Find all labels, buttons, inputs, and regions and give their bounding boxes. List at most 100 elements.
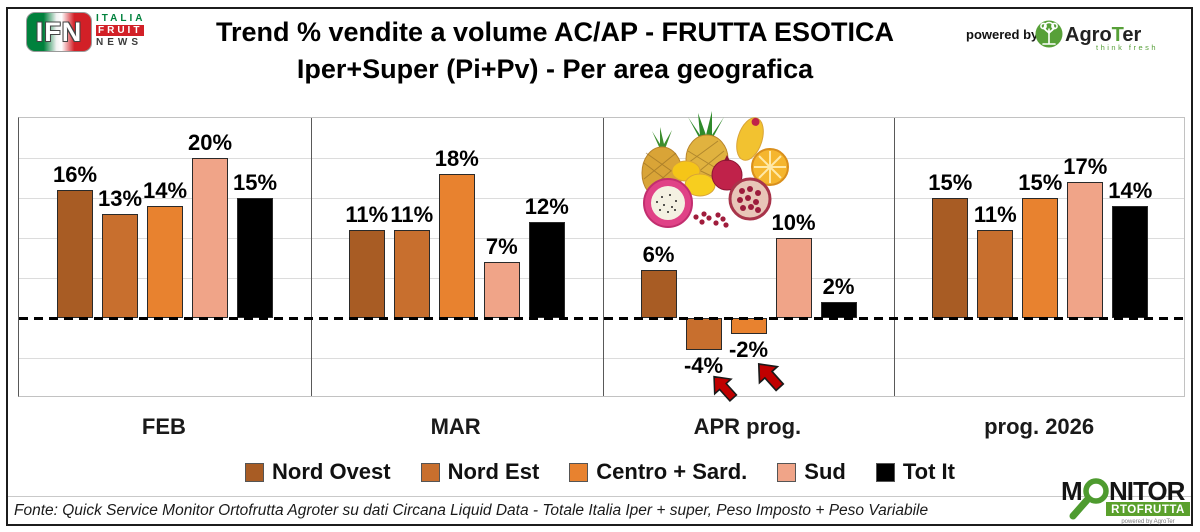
legend-swatch-icon [420, 462, 440, 482]
legend-item-sud: Sud [777, 459, 846, 485]
legend-item-nord-est: Nord Est [420, 459, 540, 485]
legend-label: Tot It [902, 459, 955, 484]
bar-value-label: 11% [973, 202, 1017, 227]
bar-value-label: 18% [434, 146, 479, 171]
source-note: Fonte: Quick Service Monitor Ortofrutta … [14, 502, 929, 519]
bar-nord-ovest [57, 190, 93, 318]
category-axis: FEB MAR APR prog. prog. 2026 [18, 414, 1185, 444]
bar-centro-sard- [147, 206, 183, 318]
legend-label: Centro + Sard. [596, 459, 748, 484]
agroter-logo: AgroTer think fresh [1034, 16, 1164, 59]
pomegranate-seeds-icon [693, 211, 729, 228]
pomegranate-half-icon [728, 177, 772, 221]
bar-value-label: 15% [928, 170, 973, 195]
bar-value-label: 12% [524, 194, 569, 219]
bar-value-label: 11% [390, 202, 434, 227]
monitor-ortofrutta-logo: M NITOR RTOFRUTTA powered by AgroTer [1060, 476, 1192, 532]
bar-nord-ovest [348, 230, 385, 318]
legend-label: Sud [804, 459, 846, 484]
legend-swatch-icon [777, 462, 797, 482]
ifn-word-news: NEWS [96, 37, 142, 48]
bar-value-label: 6% [642, 242, 675, 267]
monitor-logo-icon: M NITOR RTOFRUTTA powered by AgroTer [1061, 476, 1190, 525]
bar-nord-ovest [932, 198, 969, 318]
agroter-name-accent: T [1112, 24, 1124, 46]
bar-value-label: 16% [52, 162, 98, 187]
zero-baseline [19, 317, 1184, 320]
red-arrow-up-left-icon [713, 375, 738, 402]
panel-apr-prog- [602, 118, 895, 396]
monitor-text-nitor: NITOR [1109, 477, 1186, 506]
category-label-mar: MAR [430, 414, 481, 439]
legend-label: Nord Est [447, 459, 540, 484]
gridline [19, 198, 1184, 199]
ifn-word-fruit: FRUIT [96, 25, 145, 36]
ifn-wordmark: ITALIA FRUIT NEWS [96, 12, 145, 48]
bar-value-label: 15% [1018, 170, 1063, 195]
bar-sud [483, 262, 520, 318]
bar-tot-it [820, 302, 857, 318]
bar-value-label: 7% [485, 234, 518, 259]
bar-centro-sard- [1022, 198, 1059, 318]
ifn-badge-icon: IFN [26, 12, 92, 52]
bar-nord-est [685, 318, 722, 350]
monitor-text-m: M [1061, 477, 1083, 506]
pomegranate-icon [711, 155, 743, 191]
gridline [19, 278, 1184, 279]
monitor-powered-by: powered by AgroTer [1121, 519, 1174, 525]
legend-swatch-icon [569, 462, 589, 482]
legend-swatch-icon [875, 462, 895, 482]
bar-value-label: 15% [232, 170, 278, 195]
bar-nord-est [393, 230, 430, 318]
chart-title-line1: Trend % vendite a volume AC/AP - FRUTTA … [215, 17, 895, 47]
ifn-logo: IFN ITALIA FRUIT NEWS [26, 12, 145, 52]
monitor-text-ortofrutta: RTOFRUTTA [1111, 504, 1185, 516]
bar-nord-ovest [640, 270, 677, 318]
bar-nord-est [102, 214, 138, 318]
exotic-fruits-image [630, 111, 792, 242]
legend-item-tot-it: Tot It [875, 459, 955, 485]
legend-item-centro-sard-: Centro + Sard. [569, 459, 747, 485]
bar-value-label: 11% [345, 202, 389, 227]
panel-prog-2026 [894, 118, 1186, 396]
legend: Nord Ovest Nord Est Centro + Sard. Sud Tot I… [0, 459, 1200, 485]
chart-title: Trend % vendite a volume AC/AP - FRUTTA … [150, 14, 960, 88]
agroter-name-part2: er [1122, 24, 1141, 46]
bar-value-label: -4% [683, 353, 724, 378]
bar-value-label: 10% [771, 210, 816, 235]
red-arrow-up-left-icon [757, 363, 785, 392]
category-label-prog-2026: prog. 2026 [984, 414, 1095, 439]
panel-mar [310, 118, 603, 396]
bar-nord-est [977, 230, 1014, 318]
bar-centro-sard- [438, 174, 475, 318]
bar-value-label: 14% [142, 178, 188, 203]
svg-text:AgroTer: AgroTer [1065, 24, 1142, 46]
chart-title-line2: Iper+Super (Pi+Pv) - Per area geografica [296, 54, 814, 84]
dragon-fruit-icon [643, 178, 693, 228]
orange-slice-icon [751, 148, 789, 186]
gridline [19, 358, 1184, 359]
papaya-icon [736, 117, 764, 161]
bar-sud [192, 158, 228, 318]
bar-value-label: 14% [1108, 178, 1153, 203]
bar-sud [1067, 182, 1104, 318]
plot-area: 16% 11% 6% 15% 13% 11% -4% 11% 14% 18% -2% 15% 20% 7%… [18, 117, 1185, 397]
bar-tot-it [237, 198, 273, 318]
bar-sud [775, 238, 812, 318]
bar-centro-sard- [730, 318, 767, 334]
agroter-name-part1: Agro [1065, 24, 1112, 46]
agroter-logo-icon: AgroTer think fresh [1035, 20, 1158, 52]
negative-bars-arrows [698, 358, 798, 409]
gridline [19, 238, 1184, 239]
legend-swatch-icon [245, 462, 265, 482]
ifn-letters: IFN [35, 16, 83, 47]
agroter-tagline: think fresh [1096, 43, 1158, 52]
legend-label: Nord Ovest [272, 459, 391, 484]
legend-item-nord-ovest: Nord Ovest [245, 459, 391, 485]
bar-tot-it [1112, 206, 1149, 318]
bar-value-label: 2% [822, 274, 855, 299]
category-label-apr-prog-: APR prog. [693, 414, 802, 439]
category-label-feb: FEB [141, 414, 186, 439]
ifn-word-italia: ITALIA [96, 13, 146, 24]
bar-value-label: -2% [728, 337, 769, 362]
